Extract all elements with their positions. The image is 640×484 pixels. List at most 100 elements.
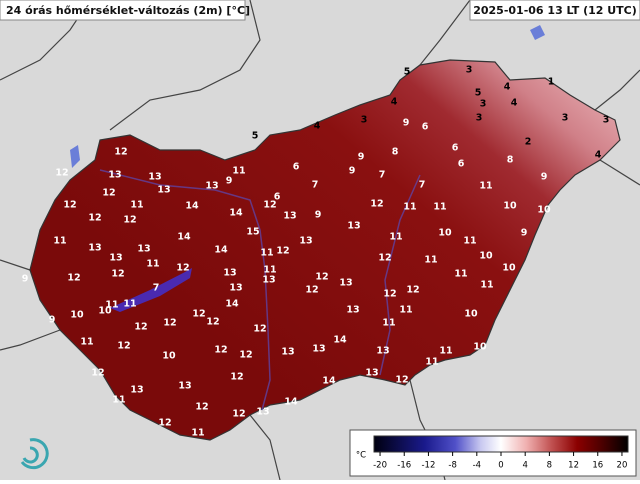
- station-value: 4: [314, 121, 321, 132]
- station-value: 14: [214, 245, 228, 256]
- station-value: 10: [479, 251, 493, 262]
- station-value: 13: [376, 346, 389, 357]
- colorbar-tick-label: -16: [397, 461, 411, 471]
- colorbar: [373, 435, 629, 453]
- station-value: 13: [223, 268, 236, 279]
- station-value: 14: [177, 232, 191, 243]
- station-value: 12: [91, 368, 104, 379]
- station-value: 10: [98, 306, 112, 317]
- lake-balaton: [110, 268, 192, 312]
- station-value: 10: [70, 310, 84, 321]
- time-box: [469, 0, 640, 21]
- station-value: 5: [252, 131, 259, 142]
- station-value: 10: [503, 201, 517, 212]
- station-value: 13: [281, 347, 294, 358]
- station-value: 11: [105, 300, 118, 311]
- station-value: 12: [239, 350, 252, 361]
- colorbar-tick-label: -4: [473, 461, 481, 471]
- station-value: 13: [88, 243, 101, 254]
- station-value: 12: [370, 199, 383, 210]
- station-value: 12: [263, 200, 276, 211]
- station-value: 12: [111, 269, 124, 280]
- station-value: 11: [463, 236, 476, 247]
- colorbar-tick-label: 16: [592, 461, 603, 471]
- station-value: 6: [452, 143, 459, 154]
- station-value: 12: [253, 324, 266, 335]
- station-value: 12: [206, 317, 219, 328]
- station-value: 11: [399, 305, 412, 316]
- station-value: 12: [117, 341, 130, 352]
- station-value: 12: [305, 285, 318, 296]
- station-value: 13: [256, 407, 269, 418]
- station-value: 2: [525, 137, 532, 148]
- station-value: 12: [276, 246, 289, 257]
- station-value: 4: [391, 97, 398, 108]
- colorbar-unit: °C: [356, 451, 366, 461]
- station-value: 12: [383, 289, 396, 300]
- station-value: 12: [55, 168, 68, 179]
- station-value: 9: [541, 172, 548, 183]
- station-value: 7: [312, 180, 319, 191]
- station-value: 13: [205, 181, 218, 192]
- station-value: 10: [537, 205, 551, 216]
- station-value: 14: [333, 335, 347, 346]
- station-value: 7: [379, 170, 386, 181]
- station-value: 11: [130, 200, 143, 211]
- station-value: 13: [365, 368, 378, 379]
- station-value: 13: [229, 283, 242, 294]
- station-value: 10: [502, 263, 516, 274]
- station-value: 12: [134, 322, 147, 333]
- station-value: 9: [403, 118, 410, 129]
- station-value: 13: [148, 172, 161, 183]
- station-value: 3: [562, 113, 569, 124]
- station-value: 6: [274, 192, 281, 203]
- time: 2025-01-06 13 LT (12 UTC): [473, 4, 637, 17]
- station-value: 12: [378, 253, 391, 264]
- station-value: 4: [504, 82, 511, 93]
- station-value: 14: [322, 376, 336, 387]
- station-value: 3: [476, 113, 483, 124]
- station-value: 12: [214, 345, 227, 356]
- station-value: 3: [361, 115, 368, 126]
- station-value: 10: [464, 309, 478, 320]
- station-value: 11: [53, 236, 66, 247]
- station-value: 12: [158, 418, 171, 429]
- station-value: 12: [67, 273, 80, 284]
- station-value: 12: [102, 188, 115, 199]
- station-value: 14: [185, 201, 199, 212]
- colorbar-tick-label: 0: [498, 461, 503, 471]
- station-value: 12: [406, 285, 419, 296]
- station-value: 11: [433, 202, 446, 213]
- station-value: 11: [403, 202, 416, 213]
- station-value: 14: [229, 208, 243, 219]
- station-value: 11: [146, 259, 159, 270]
- title: 24 órás hőmérséklet-változás (2m) [°C]: [6, 4, 250, 17]
- station-value: 9: [226, 176, 233, 187]
- station-value: 13: [108, 170, 121, 181]
- station-value: 11: [112, 395, 125, 406]
- station-value: 9: [22, 274, 29, 285]
- station-value: 11: [191, 428, 204, 439]
- station-value: 4: [595, 150, 602, 161]
- station-value: 12: [63, 200, 76, 211]
- colorbar-tick-label: -20: [373, 461, 387, 471]
- station-value: 12: [88, 213, 101, 224]
- station-value: 13: [346, 305, 359, 316]
- station-value: 12: [232, 409, 245, 420]
- station-value: 5: [475, 88, 482, 99]
- station-value: 13: [312, 344, 325, 355]
- title-box: [0, 0, 246, 21]
- station-value: 8: [507, 155, 514, 166]
- station-value: 13: [137, 244, 150, 255]
- station-value: 12: [114, 147, 127, 158]
- station-value: 13: [347, 221, 360, 232]
- station-value: 11: [480, 280, 493, 291]
- station-value: 12: [123, 215, 136, 226]
- station-value: 11: [123, 299, 136, 310]
- station-value: 14: [284, 397, 298, 408]
- station-value: 12: [230, 372, 243, 383]
- station-value: 6: [293, 162, 300, 173]
- station-value: 7: [419, 180, 426, 191]
